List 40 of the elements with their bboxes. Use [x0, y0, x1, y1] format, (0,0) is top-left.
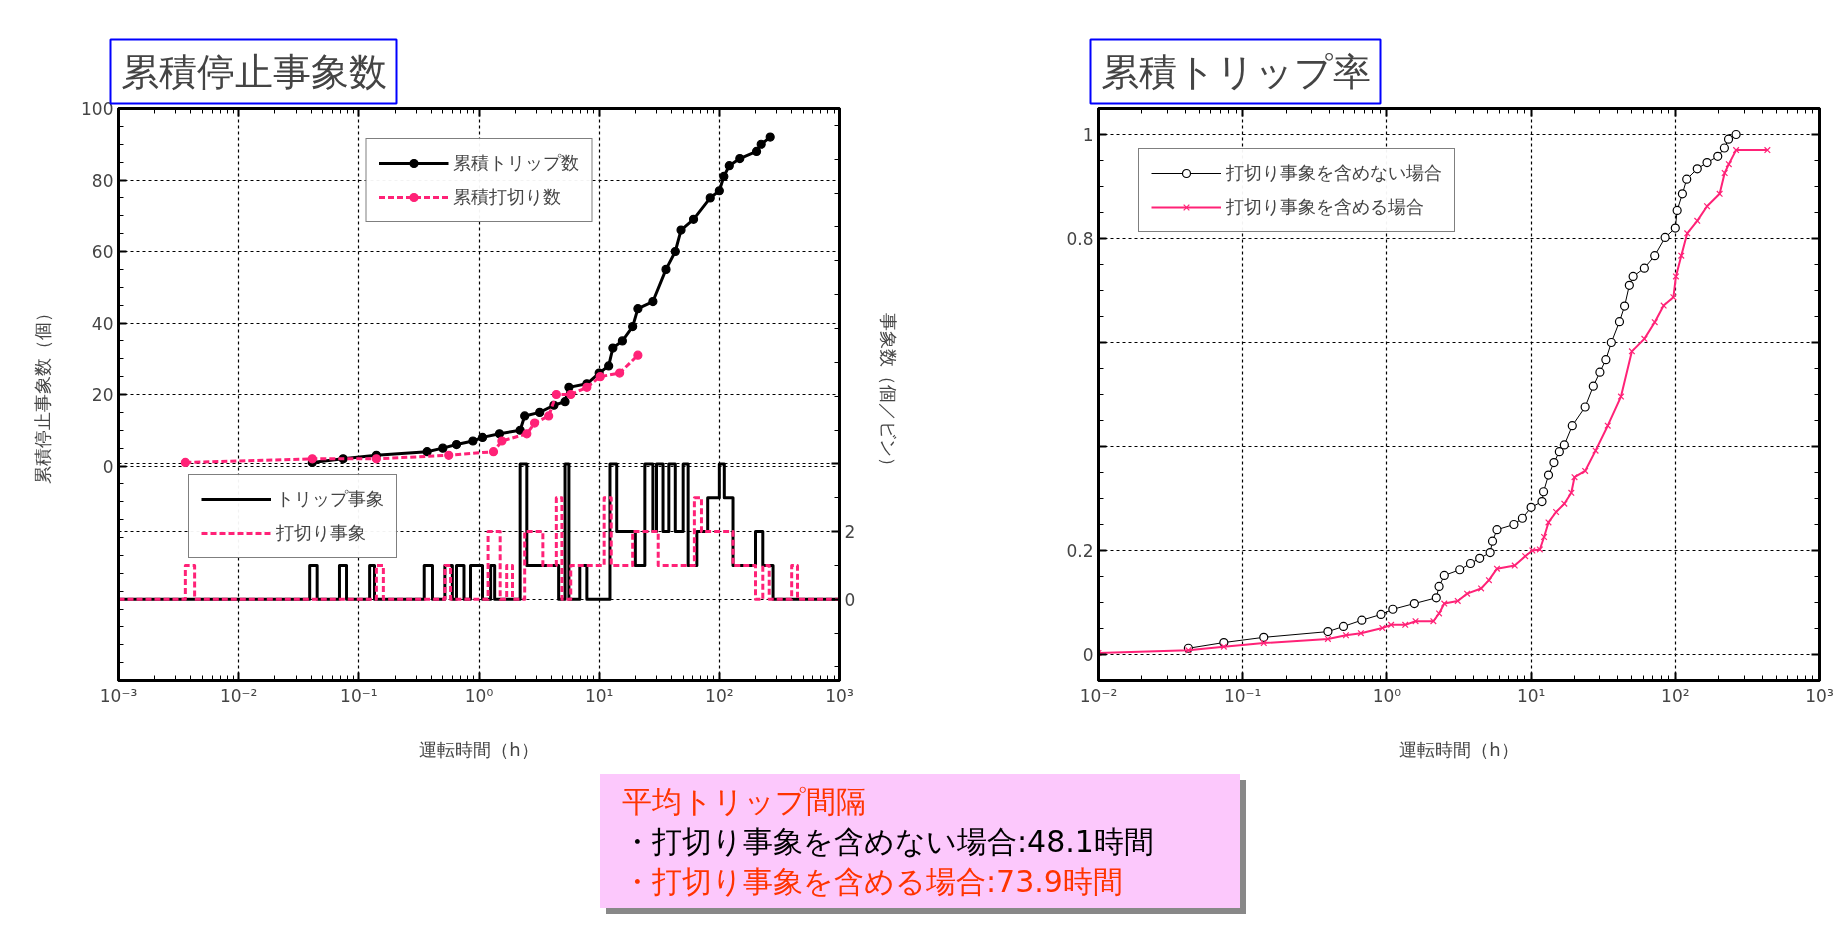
x-tick-label: 10⁻²: [1079, 685, 1118, 706]
x-tick-label: 10³: [1805, 685, 1834, 706]
legend-label: トリップ事象: [276, 487, 384, 511]
legend-label: 打切り事象: [276, 521, 366, 545]
text: ・打切り事象を含める場合:73.9時間: [622, 864, 1124, 900]
legend-label: 打切り事象を含めない場合: [1226, 161, 1442, 185]
chart-title: 累積停止事象数: [120, 49, 387, 94]
y-tick-label: 60: [91, 242, 114, 262]
legend-label: 累積トリップ数: [453, 151, 579, 175]
y-tick-label: 100: [81, 99, 114, 119]
y2-tick-label: 2: [844, 522, 856, 543]
y-tick-label: 0.2: [1066, 541, 1094, 561]
legend-label: 打切り事象を含める場合: [1226, 195, 1424, 219]
x-tick-label: 10¹: [1516, 685, 1546, 706]
y2-axis-title: 事象数（個／ビン）: [878, 313, 900, 476]
x-tick-label: 10⁻²: [219, 685, 258, 706]
y-axis-title: 累積停止事象数（個）: [32, 304, 54, 485]
x-tick-label: 10³: [825, 685, 854, 706]
y2-tick-label: 0: [844, 589, 856, 610]
y-tick-label: 0: [102, 456, 114, 477]
y-tick-label: 40: [91, 313, 114, 334]
text: ・打切り事象を含めない場合:48.1時間: [622, 824, 1155, 860]
x-tick-label: 10²: [1661, 685, 1690, 706]
y-tick-label: 0: [1082, 645, 1094, 665]
y-tick-label: 0.8: [1066, 229, 1094, 249]
x-tick-label: 10¹: [584, 685, 614, 706]
y-tick-label: 20: [91, 385, 114, 405]
legend-label: 累積打切り数: [453, 185, 561, 209]
x-tick-label: 10²: [705, 685, 734, 706]
chart-title: 累積トリップ率: [1100, 49, 1371, 94]
x-tick-label: 10⁻¹: [340, 685, 378, 706]
x-tick-label: 10⁻³: [99, 685, 138, 706]
x-axis-title: 運転時間（h）: [419, 738, 539, 760]
x-axis-title: 運転時間（h）: [1399, 738, 1519, 760]
x-tick-label: 10⁰: [1372, 685, 1402, 706]
y-tick-label: 80: [91, 170, 114, 191]
text: 平均トリップ間隔: [622, 784, 867, 820]
x-tick-label: 10⁰: [464, 685, 494, 706]
y-tick-label: 1: [1082, 125, 1094, 145]
x-tick-label: 10⁻¹: [1223, 685, 1262, 706]
